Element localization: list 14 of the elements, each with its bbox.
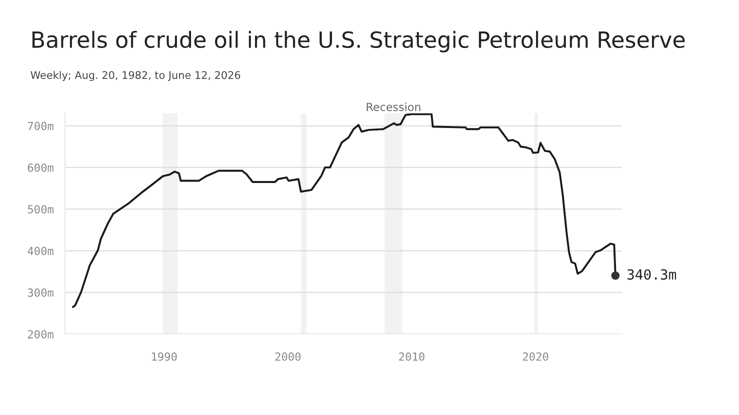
y-tick-label: 200m	[28, 330, 54, 338]
annotation: 340.3m	[627, 269, 676, 280]
y-tick-label: 400m	[28, 246, 54, 256]
y-tick-label: 700m	[28, 122, 54, 130]
chart-subtitle: Weekly; Aug. 20, 1982, to June 12, 2026	[30, 70, 240, 82]
x-tick-label: 2010	[399, 352, 424, 361]
x-tick-label: 2020	[523, 352, 548, 361]
x-tick-label: 1990	[152, 352, 177, 361]
y-tick-label: 600m	[28, 163, 54, 172]
band-label: Recession	[366, 102, 420, 112]
x-tick-label: 2000	[275, 352, 301, 361]
y-tick-label: 300m	[28, 288, 54, 297]
chart-title: Barrels of crude oil in the U.S. Strategic Petroleum Reserve	[32, 30, 685, 52]
y-tick-label: 500m	[28, 205, 54, 214]
